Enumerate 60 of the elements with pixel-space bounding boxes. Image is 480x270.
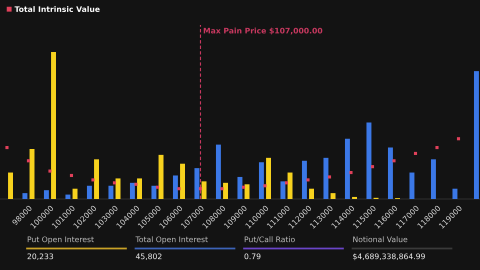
point bbox=[435, 146, 439, 150]
bar bbox=[409, 172, 414, 199]
bar bbox=[430, 159, 436, 199]
bar bbox=[51, 52, 56, 199]
bar bbox=[137, 178, 142, 199]
point bbox=[306, 178, 310, 182]
bar bbox=[202, 181, 206, 199]
point bbox=[177, 187, 181, 190]
bar bbox=[194, 168, 200, 199]
point bbox=[263, 184, 267, 188]
point bbox=[48, 170, 52, 173]
point bbox=[370, 165, 374, 168]
bar bbox=[266, 158, 272, 199]
bar bbox=[302, 160, 307, 199]
point bbox=[328, 175, 332, 179]
point bbox=[198, 187, 202, 190]
bar bbox=[22, 193, 28, 199]
bar bbox=[72, 188, 78, 199]
bar bbox=[30, 149, 34, 199]
bar bbox=[180, 164, 185, 199]
bar bbox=[223, 182, 228, 199]
bar bbox=[130, 182, 135, 199]
bar bbox=[344, 138, 350, 199]
bar bbox=[452, 188, 458, 199]
bar bbox=[8, 172, 13, 199]
point bbox=[112, 181, 116, 184]
point bbox=[5, 146, 9, 150]
bar bbox=[237, 176, 242, 199]
bar bbox=[288, 172, 293, 199]
bar bbox=[323, 158, 328, 199]
bar bbox=[258, 162, 264, 199]
point bbox=[456, 137, 460, 140]
bar bbox=[474, 71, 479, 199]
point bbox=[70, 174, 74, 178]
bar bbox=[94, 159, 99, 199]
point bbox=[26, 159, 30, 162]
bar bbox=[151, 186, 156, 199]
point bbox=[91, 178, 95, 182]
bar bbox=[388, 148, 393, 199]
bar bbox=[108, 186, 114, 199]
bar bbox=[244, 184, 250, 199]
bar bbox=[172, 175, 178, 199]
bar bbox=[216, 144, 221, 199]
bar bbox=[280, 181, 286, 199]
point bbox=[134, 182, 138, 186]
bar bbox=[65, 194, 70, 199]
bar bbox=[86, 186, 92, 199]
point bbox=[414, 152, 418, 155]
bar bbox=[158, 154, 164, 199]
bar bbox=[309, 188, 314, 199]
point bbox=[220, 187, 224, 190]
point bbox=[349, 170, 353, 174]
point bbox=[284, 181, 288, 184]
point bbox=[392, 159, 396, 162]
bar bbox=[330, 193, 336, 199]
point bbox=[242, 186, 246, 189]
bar bbox=[44, 190, 49, 199]
bar bbox=[116, 178, 120, 199]
point bbox=[156, 186, 160, 189]
bar bbox=[366, 122, 372, 199]
